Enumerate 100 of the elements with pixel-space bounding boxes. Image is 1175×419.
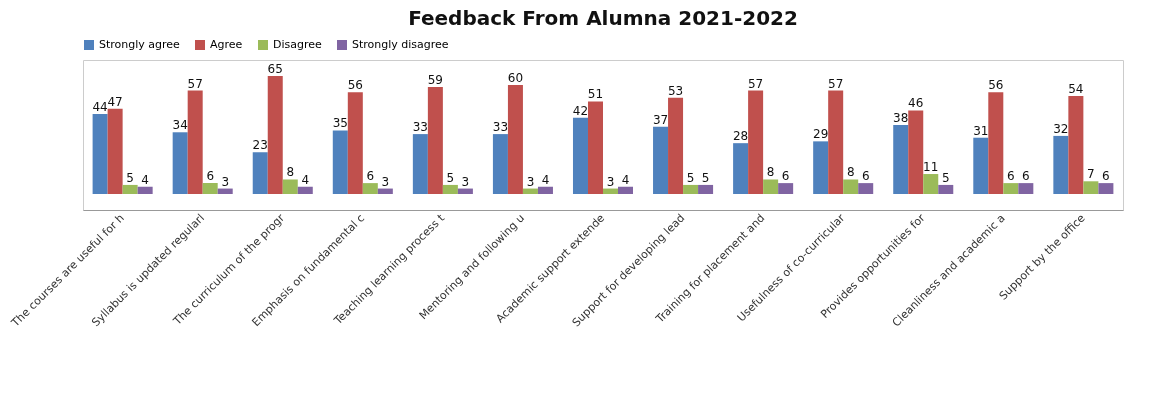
data-label: 5	[126, 170, 134, 185]
bar	[698, 184, 714, 194]
bar	[763, 179, 779, 194]
data-label: 4	[621, 172, 630, 187]
data-label: 4	[301, 172, 310, 187]
bar	[813, 141, 829, 194]
data-label: 33	[492, 120, 509, 135]
bar	[858, 183, 874, 194]
bar	[938, 184, 954, 194]
bar	[893, 125, 909, 194]
bar	[683, 184, 699, 194]
bar	[507, 85, 523, 194]
data-label: 44	[92, 100, 108, 115]
data-label: 54	[1068, 81, 1084, 96]
bar	[522, 188, 538, 194]
chart-title: Feedback From Alumna 2021-2022	[408, 6, 798, 30]
data-label: 28	[732, 129, 749, 144]
data-label: 6	[206, 169, 215, 184]
bar	[442, 184, 458, 194]
data-label: 3	[381, 174, 390, 189]
data-label: 4	[541, 172, 550, 187]
data-label: 6	[1006, 169, 1015, 184]
data-label: 57	[828, 76, 844, 91]
bar	[332, 130, 348, 194]
legend-label: Agree	[210, 38, 243, 51]
data-label: 7	[1087, 167, 1095, 182]
data-label: 57	[187, 76, 203, 91]
data-label: 3	[606, 174, 615, 189]
legend-label: Strongly disagree	[352, 38, 449, 51]
legend-label: Strongly agree	[99, 38, 181, 51]
data-label: 60	[507, 71, 524, 86]
data-label: 6	[366, 169, 375, 184]
data-label: 56	[347, 78, 363, 93]
bar	[587, 101, 603, 194]
data-label: 53	[667, 83, 684, 98]
bar	[733, 143, 749, 194]
bar	[988, 92, 1004, 194]
data-label: 51	[587, 87, 604, 102]
data-label: 37	[652, 112, 669, 127]
data-label: 33	[412, 120, 428, 135]
data-label: 8	[846, 165, 855, 180]
bar	[778, 183, 794, 194]
bar	[923, 174, 939, 194]
bar	[908, 110, 924, 194]
bar	[427, 86, 443, 194]
data-label: 56	[988, 78, 1004, 93]
bar	[973, 137, 989, 194]
bar	[457, 188, 473, 194]
bar	[282, 179, 298, 194]
data-label: 47	[107, 94, 123, 109]
data-label: 3	[221, 174, 230, 189]
bar	[172, 132, 188, 194]
bar	[653, 126, 669, 194]
data-label: 6	[861, 169, 870, 184]
bar	[1053, 135, 1069, 194]
bar	[297, 186, 313, 194]
bar	[748, 90, 764, 194]
data-label: 29	[813, 127, 829, 142]
data-label: 4	[141, 172, 149, 187]
bar	[1018, 183, 1034, 194]
data-label: 5	[686, 170, 695, 185]
data-label: 23	[252, 138, 268, 153]
data-label: 65	[267, 62, 283, 76]
data-label: 8	[766, 165, 775, 180]
data-label: 34	[172, 118, 188, 133]
bar	[187, 90, 203, 194]
data-label: 6	[1022, 169, 1030, 184]
data-label: 31	[973, 123, 989, 138]
data-label: 6	[1102, 169, 1110, 184]
data-label: 57	[747, 76, 764, 91]
bar	[843, 179, 859, 194]
bar	[347, 92, 363, 194]
data-label: 5	[941, 170, 950, 185]
bar	[377, 188, 393, 194]
data-label: 5	[701, 170, 710, 185]
legend-label: Disagree	[273, 38, 323, 51]
data-label: 35	[332, 116, 348, 131]
data-label: 38	[893, 111, 909, 126]
bar	[618, 186, 634, 194]
data-label: 46	[908, 96, 924, 111]
bar	[122, 184, 138, 194]
data-label: 3	[526, 174, 535, 189]
bar	[267, 76, 283, 194]
bar	[828, 90, 844, 194]
bar	[217, 188, 233, 194]
bar	[202, 183, 218, 194]
bar	[492, 134, 508, 194]
data-label: 32	[1053, 121, 1069, 136]
data-label: 8	[286, 165, 295, 180]
bar	[137, 186, 153, 194]
bar	[252, 152, 268, 194]
bar	[362, 183, 378, 194]
data-label: 6	[781, 169, 790, 184]
bar	[1068, 95, 1084, 194]
bar	[1003, 183, 1019, 194]
bar	[603, 188, 619, 194]
bar	[572, 117, 588, 194]
data-label: 42	[572, 103, 589, 118]
bar	[537, 186, 553, 194]
bar	[412, 134, 428, 194]
